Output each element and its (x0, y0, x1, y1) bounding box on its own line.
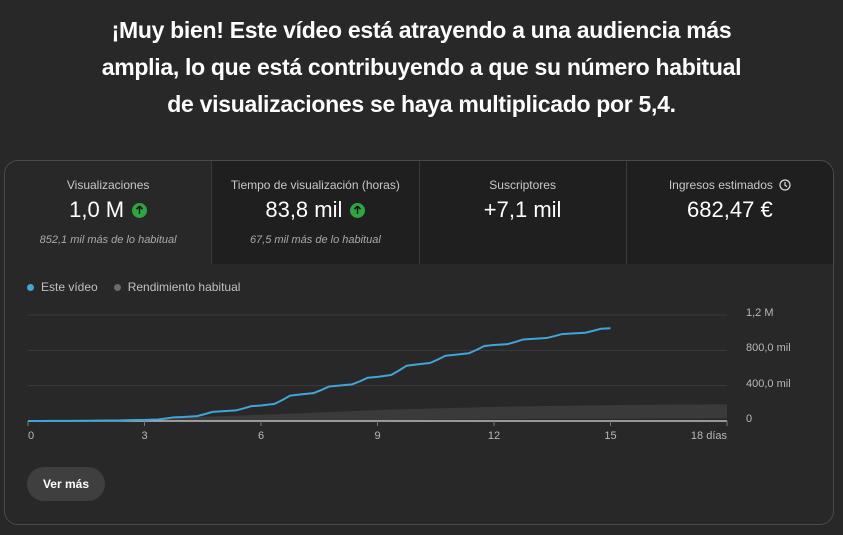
views-chart[interactable]: 0 400,0 mil 800,0 mil 1,2 M 0 3 6 9 12 15 18 días (5, 301, 833, 451)
chart-legend: Este vídeo Rendimiento habitual (27, 280, 240, 294)
metric-value: 682,47 € (687, 197, 773, 222)
chart-plot (27, 314, 728, 426)
metric-tile-subscribers[interactable]: Suscriptores +7,1 mil (418, 161, 626, 264)
see-more-button[interactable]: Ver más (27, 467, 105, 501)
x-axis-label: 15 (604, 430, 617, 442)
x-axis-label: 3 (141, 430, 148, 442)
metric-tiles: Visualizaciones 1,0 M 852,1 mil más de l… (5, 161, 833, 264)
legend-typical: Rendimiento habitual (113, 280, 241, 294)
metric-subtext: 67,5 mil más de lo habitual (249, 234, 381, 246)
metric-value: 1,0 M (5, 196, 211, 224)
metric-tile-views[interactable]: Visualizaciones 1,0 M 852,1 mil más de l… (5, 161, 212, 264)
legend-label: Rendimiento habitual (127, 280, 241, 294)
metric-subtext: 852,1 mil más de lo habitual (39, 234, 177, 246)
x-axis-label: 6 (257, 430, 265, 442)
headline-line-3: de visualizaciones se haya multiplicado … (167, 91, 676, 117)
y-axis-label: 0 (746, 413, 753, 425)
x-axis-label: 9 (374, 430, 381, 442)
y-axis-label: 400,0 mil (746, 377, 791, 390)
metric-label: Visualizaciones (66, 178, 150, 192)
x-axis-label: 18 días (690, 430, 727, 442)
metric-label: Suscriptores (489, 178, 556, 192)
legend-this-video: Este vídeo (27, 280, 98, 294)
metric-value: +7,1 mil (483, 197, 562, 222)
metric-value: 83,8 mil (212, 196, 418, 224)
metric-label: Tiempo de visualización (horas) (230, 178, 400, 192)
arrow-up-icon (132, 202, 148, 218)
metric-label: Ingresos estimados (627, 178, 833, 192)
headline: ¡Muy bien! Este vídeo está atrayendo a u… (0, 12, 843, 123)
x-axis-label: 12 (487, 430, 501, 442)
headline-line-2: amplia, lo que está contribuyendo a que … (101, 54, 742, 80)
arrow-up-icon (350, 202, 366, 218)
metric-tile-revenue[interactable]: Ingresos estimados 682,47 € (625, 161, 833, 264)
y-axis-label: 1,2 M (746, 307, 774, 319)
y-axis-label: 800,0 mil (746, 342, 791, 355)
legend-dot-icon (113, 283, 121, 291)
x-axis-label: 0 (28, 430, 35, 442)
clock-icon[interactable] (779, 179, 791, 191)
legend-label: Este vídeo (41, 280, 98, 294)
metric-tile-watch-time[interactable]: Tiempo de visualización (horas) 83,8 mil… (211, 161, 419, 264)
legend-dot-icon (27, 283, 34, 291)
headline-line-1: ¡Muy bien! Este vídeo está atrayendo a u… (111, 17, 732, 43)
performance-card: Visualizaciones 1,0 M 852,1 mil más de l… (4, 160, 834, 525)
